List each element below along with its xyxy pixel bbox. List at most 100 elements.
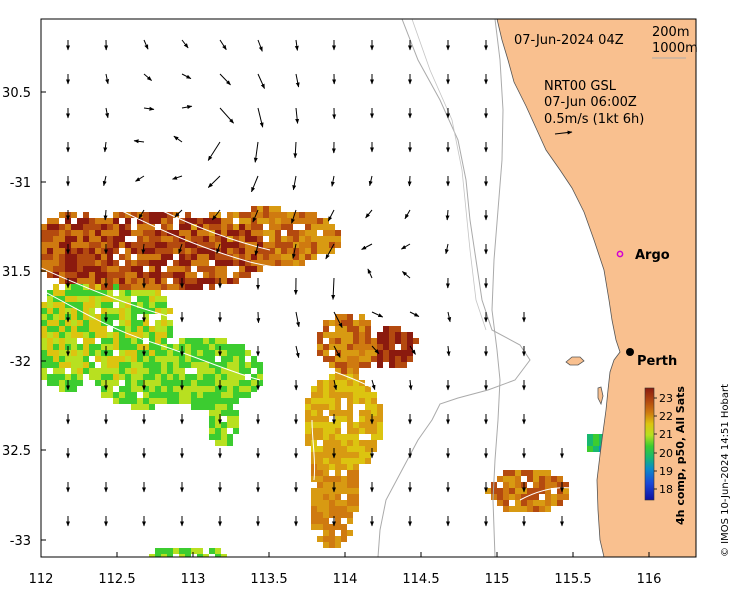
sst-pixel (317, 512, 323, 518)
sst-pixel (281, 242, 287, 248)
sst-pixel (143, 224, 149, 230)
sst-pixel (347, 470, 353, 476)
sst-pixel (533, 506, 539, 512)
sst-pixel (311, 254, 317, 260)
sst-pixel (329, 536, 335, 542)
sst-pixel (101, 260, 107, 266)
sst-pixel (221, 260, 227, 266)
sst-pixel (221, 410, 227, 416)
sst-pixel (161, 296, 167, 302)
sst-pixel (89, 266, 95, 272)
sst-pixel (185, 284, 191, 290)
sst-pixel (281, 218, 287, 224)
sst-pixel (329, 500, 335, 506)
perth-marker[interactable] (626, 348, 634, 356)
sst-pixel (257, 368, 263, 374)
sst-pixel (323, 434, 329, 440)
sst-pixel (167, 374, 173, 380)
sst-pixel (275, 242, 281, 248)
sst-pixel (53, 314, 59, 320)
sst-pixel (149, 278, 155, 284)
sst-pixel (89, 350, 95, 356)
sst-pixel (251, 266, 257, 272)
sst-pixel (137, 242, 143, 248)
sst-pixel (305, 404, 311, 410)
sst-pixel (317, 488, 323, 494)
sst-pixel (335, 536, 341, 542)
sst-pixel (239, 368, 245, 374)
sst-pixel (155, 338, 161, 344)
sst-pixel (305, 218, 311, 224)
sst-pixel (155, 248, 161, 254)
sst-pixel (143, 332, 149, 338)
sst-pixel (149, 218, 155, 224)
sst-pixel (59, 242, 65, 248)
sst-pixel (389, 332, 395, 338)
sst-pixel (119, 392, 125, 398)
sst-pixel (47, 248, 53, 254)
sst-pixel (89, 362, 95, 368)
sst-pixel (131, 266, 137, 272)
sst-pixel (185, 242, 191, 248)
sst-pixel (317, 524, 323, 530)
sst-pixel (341, 488, 347, 494)
sst-pixel (203, 272, 209, 278)
sst-pixel (119, 236, 125, 242)
sst-pixel (365, 320, 371, 326)
sst-pixel (197, 404, 203, 410)
sst-pixel (149, 260, 155, 266)
sst-pixel (119, 320, 125, 326)
sst-pixel (179, 224, 185, 230)
sst-pixel (197, 350, 203, 356)
sst-pixel (167, 248, 173, 254)
sst-pixel (149, 398, 155, 404)
sst-pixel (245, 392, 251, 398)
sst-pixel (317, 506, 323, 512)
sst-pixel (227, 374, 233, 380)
sst-pixel (191, 344, 197, 350)
sst-pixel (83, 332, 89, 338)
x-tick-label: 115.5 (554, 572, 591, 587)
sst-pixel (245, 266, 251, 272)
sst-pixel (317, 350, 323, 356)
sst-pixel (83, 362, 89, 368)
sst-pixel (359, 338, 365, 344)
sst-pixel (83, 368, 89, 374)
sst-pixel (59, 362, 65, 368)
sst-pixel (137, 254, 143, 260)
sst-pixel (119, 302, 125, 308)
sst-pixel (407, 338, 413, 344)
sst-pixel (71, 326, 77, 332)
sst-pixel (41, 260, 47, 266)
sst-pixel (137, 344, 143, 350)
sst-pixel (197, 278, 203, 284)
sst-pixel (377, 356, 383, 362)
sst-pixel (77, 266, 83, 272)
sst-pixel (347, 398, 353, 404)
sst-pixel (89, 272, 95, 278)
sst-pixel (125, 314, 131, 320)
sst-pixel (41, 374, 47, 380)
sst-pixel (107, 254, 113, 260)
sst-pixel (137, 374, 143, 380)
sst-pixel (167, 380, 173, 386)
colorbar-gradient (645, 388, 654, 500)
sst-pixel (173, 374, 179, 380)
sst-pixel (323, 320, 329, 326)
sst-pixel (155, 218, 161, 224)
y-tick-label: -32 (10, 355, 31, 370)
sst-pixel (173, 344, 179, 350)
sst-pixel (107, 290, 113, 296)
sst-pixel (209, 218, 215, 224)
sst-pixel (377, 434, 383, 440)
sst-pixel (293, 230, 299, 236)
sst-pixel (389, 356, 395, 362)
sst-pixel (179, 260, 185, 266)
sst-pixel (533, 494, 539, 500)
sst-pixel (197, 218, 203, 224)
sst-pixel (173, 242, 179, 248)
sst-pixel (413, 338, 419, 344)
sst-pixel (59, 356, 65, 362)
sst-pixel (401, 338, 407, 344)
sst-pixel (245, 350, 251, 356)
